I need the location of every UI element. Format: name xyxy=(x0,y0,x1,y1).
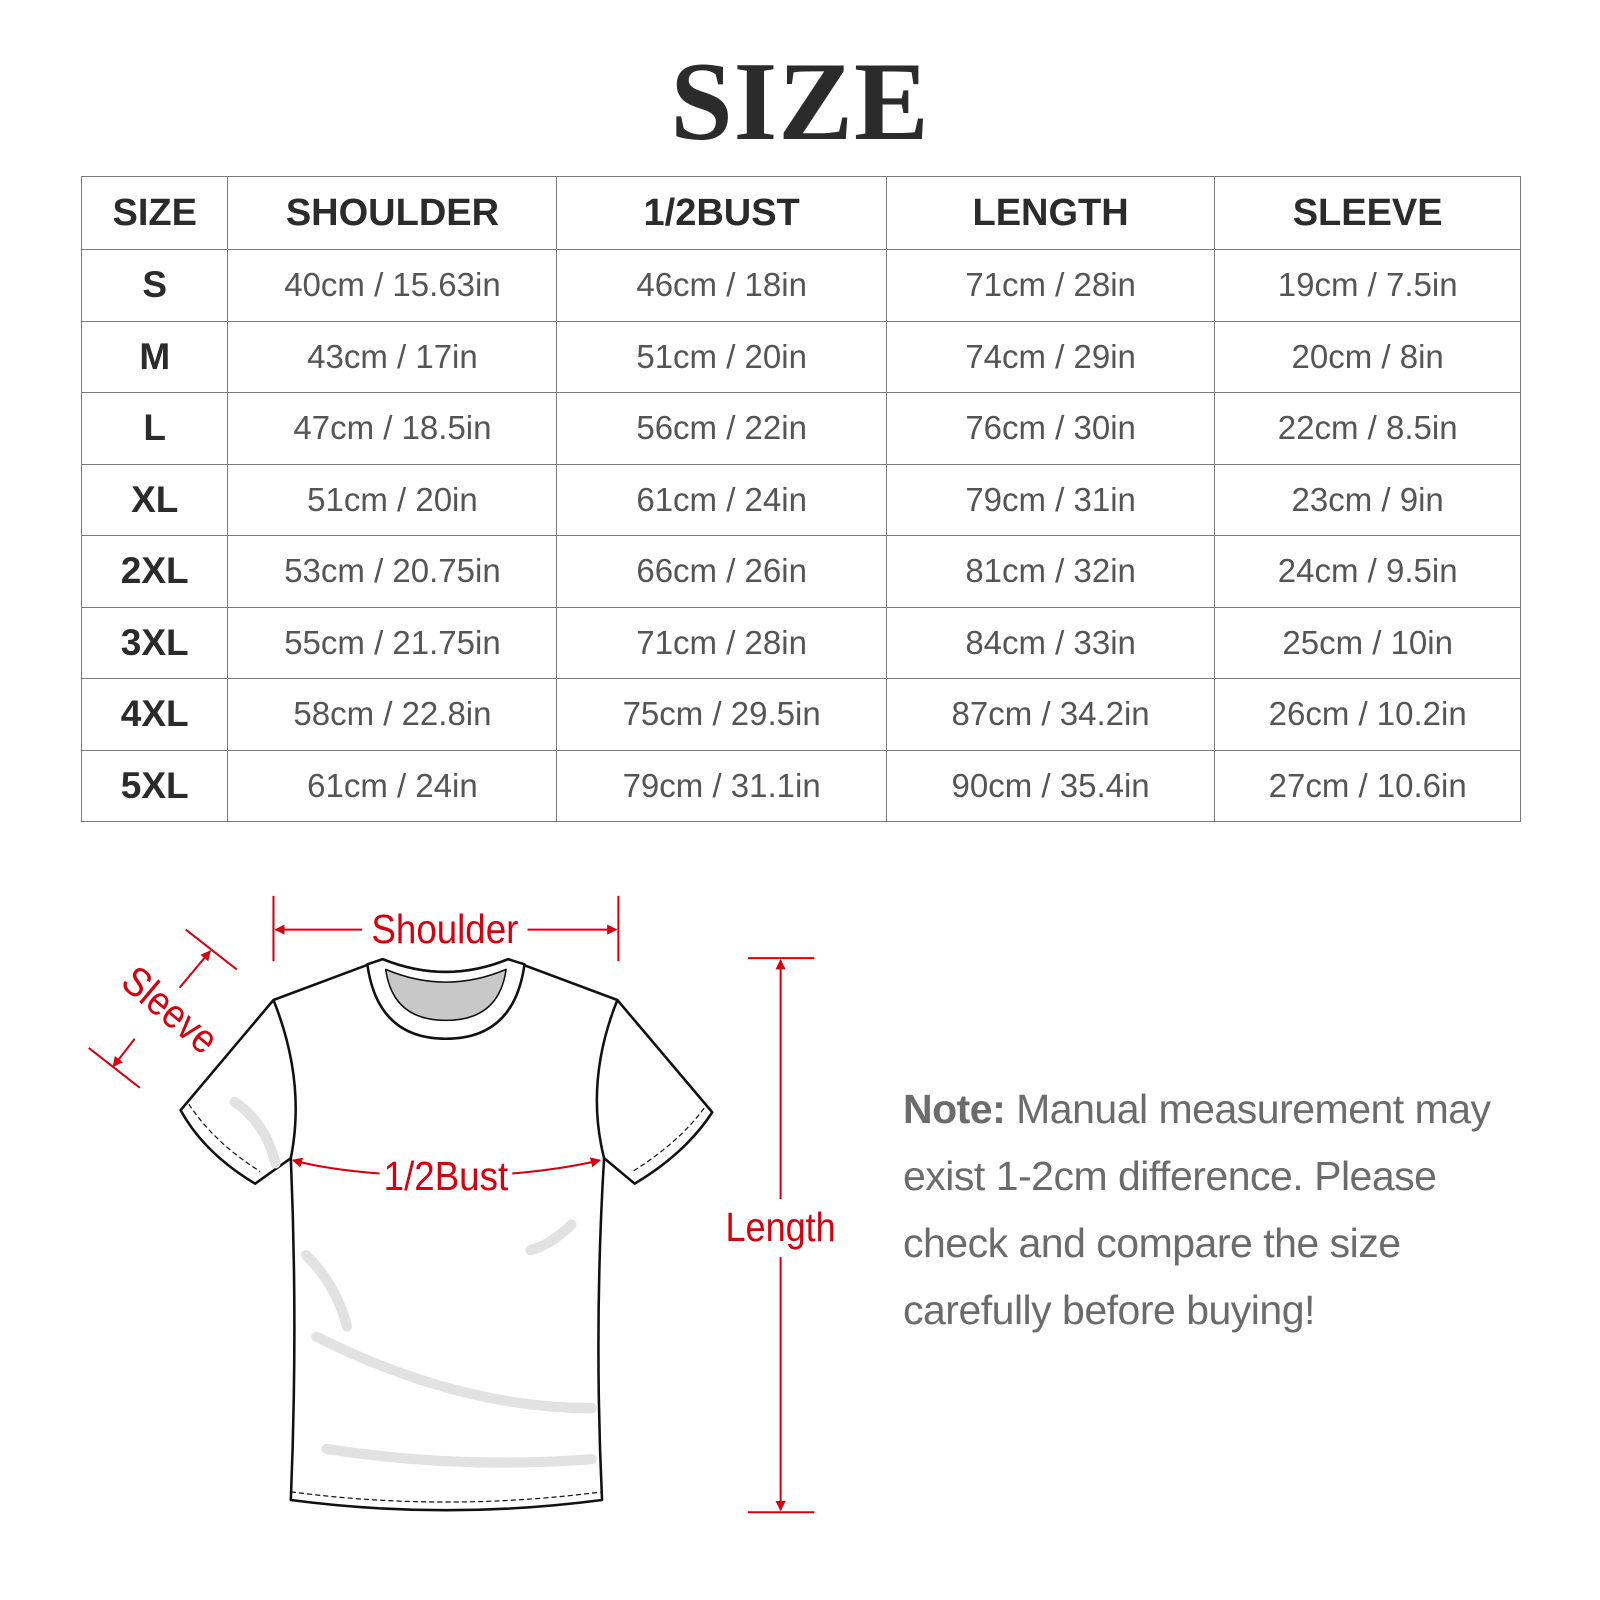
size-cell: 5XL xyxy=(80,749,229,822)
measurement-cell: 66cm / 26in xyxy=(556,535,887,608)
measurement-cell: 22cm / 8.5in xyxy=(1214,392,1521,465)
measurement-cell: 58cm / 22.8in xyxy=(227,678,558,751)
measurement-cell: 84cm / 33in xyxy=(885,606,1216,679)
table-row: 4XL 58cm / 22.8in 75cm / 29.5in 87cm / 34.2… xyxy=(80,678,1521,751)
size-cell: M xyxy=(80,320,229,393)
measurement-cell: 40cm / 15.63in xyxy=(227,249,558,322)
measure-lines xyxy=(88,895,815,1514)
note-label: Note: xyxy=(903,1086,1006,1132)
measurement-cell: 20cm / 8in xyxy=(1214,320,1521,393)
measurement-cell: 87cm / 34.2in xyxy=(885,678,1216,751)
table-row: XL 51cm / 20in 61cm / 24in 79cm / 31in 23cm … xyxy=(80,463,1521,536)
measurement-cell: 27cm / 10.6in xyxy=(1214,749,1521,822)
measurement-cell: 90cm / 35.4in xyxy=(885,749,1216,822)
measurement-cell: 23cm / 9in xyxy=(1214,463,1521,536)
length-label: Length xyxy=(726,1204,836,1250)
column-header: SHOULDER xyxy=(227,176,558,250)
measurement-cell: 56cm / 22in xyxy=(556,392,887,465)
measurement-cell: 55cm / 21.75in xyxy=(227,606,558,679)
measurement-cell: 79cm / 31in xyxy=(885,463,1216,536)
measurement-cell: 51cm / 20in xyxy=(227,463,558,536)
shoulder-label: Shoulder xyxy=(371,906,518,952)
measurement-cell: 19cm / 7.5in xyxy=(1214,249,1521,322)
measurement-cell: 53cm / 20.75in xyxy=(227,535,558,608)
size-cell: 3XL xyxy=(80,606,229,679)
size-cell: XL xyxy=(80,463,229,536)
bust-label: 1/2Bust xyxy=(384,1153,509,1199)
measurement-cell: 61cm / 24in xyxy=(227,749,558,822)
note-text: Note: Manual measurement may exist 1-2cm… xyxy=(903,1076,1543,1344)
measurement-cell: 76cm / 30in xyxy=(885,392,1216,465)
tshirt-outline xyxy=(179,957,714,1512)
note-body: Manual measurement may exist 1-2cm diffe… xyxy=(903,1086,1491,1333)
measurement-cell: 81cm / 32in xyxy=(885,535,1216,608)
page-title: SIZE xyxy=(670,40,930,164)
table-row: M 43cm / 17in 51cm / 20in 74cm / 29in 20cm /… xyxy=(80,320,1521,393)
size-cell: 4XL xyxy=(80,678,229,751)
measurement-cell: 75cm / 29.5in xyxy=(556,678,887,751)
measurement-cell: 46cm / 18in xyxy=(556,249,887,322)
measurement-cell: 71cm / 28in xyxy=(885,249,1216,322)
table-row: 2XL 53cm / 20.75in 66cm / 26in 81cm / 32in 2… xyxy=(80,535,1521,608)
measurement-cell: 79cm / 31.1in xyxy=(556,749,887,822)
table-header-row: SIZE SHOULDER 1/2BUST LENGTH SLEEVE xyxy=(80,176,1521,250)
measurement-cell: 51cm / 20in xyxy=(556,320,887,393)
column-header: SLEEVE xyxy=(1214,176,1521,250)
table-row: 3XL 55cm / 21.75in 71cm / 28in 84cm / 33in 2… xyxy=(80,606,1521,679)
column-header: 1/2BUST xyxy=(556,176,887,250)
measurement-cell: 25cm / 10in xyxy=(1214,606,1521,679)
measurement-cell: 26cm / 10.2in xyxy=(1214,678,1521,751)
measurement-cell: 43cm / 17in xyxy=(227,320,558,393)
column-header: LENGTH xyxy=(885,176,1216,250)
size-cell: L xyxy=(80,392,229,465)
size-table: SIZE SHOULDER 1/2BUST LENGTH SLEEVE S 40cm / … xyxy=(80,176,1521,822)
size-cell: S xyxy=(80,249,229,322)
measurement-cell: 61cm / 24in xyxy=(556,463,887,536)
tshirt-shading xyxy=(229,1096,597,1468)
measurement-cell: 24cm / 9.5in xyxy=(1214,535,1521,608)
table-row: L 47cm / 18.5in 56cm / 22in 76cm / 30in 22cm… xyxy=(80,392,1521,465)
column-header: SIZE xyxy=(80,176,229,250)
measurement-cell: 71cm / 28in xyxy=(556,606,887,679)
measurement-cell: 74cm / 29in xyxy=(885,320,1216,393)
sleeve-label: Sleeve xyxy=(113,957,227,1063)
table-row: 5XL 61cm / 24in 79cm / 31.1in 90cm / 35.4in… xyxy=(80,749,1521,822)
table-row: S 40cm / 15.63in 46cm / 18in 71cm / 28in 19c… xyxy=(80,249,1521,322)
